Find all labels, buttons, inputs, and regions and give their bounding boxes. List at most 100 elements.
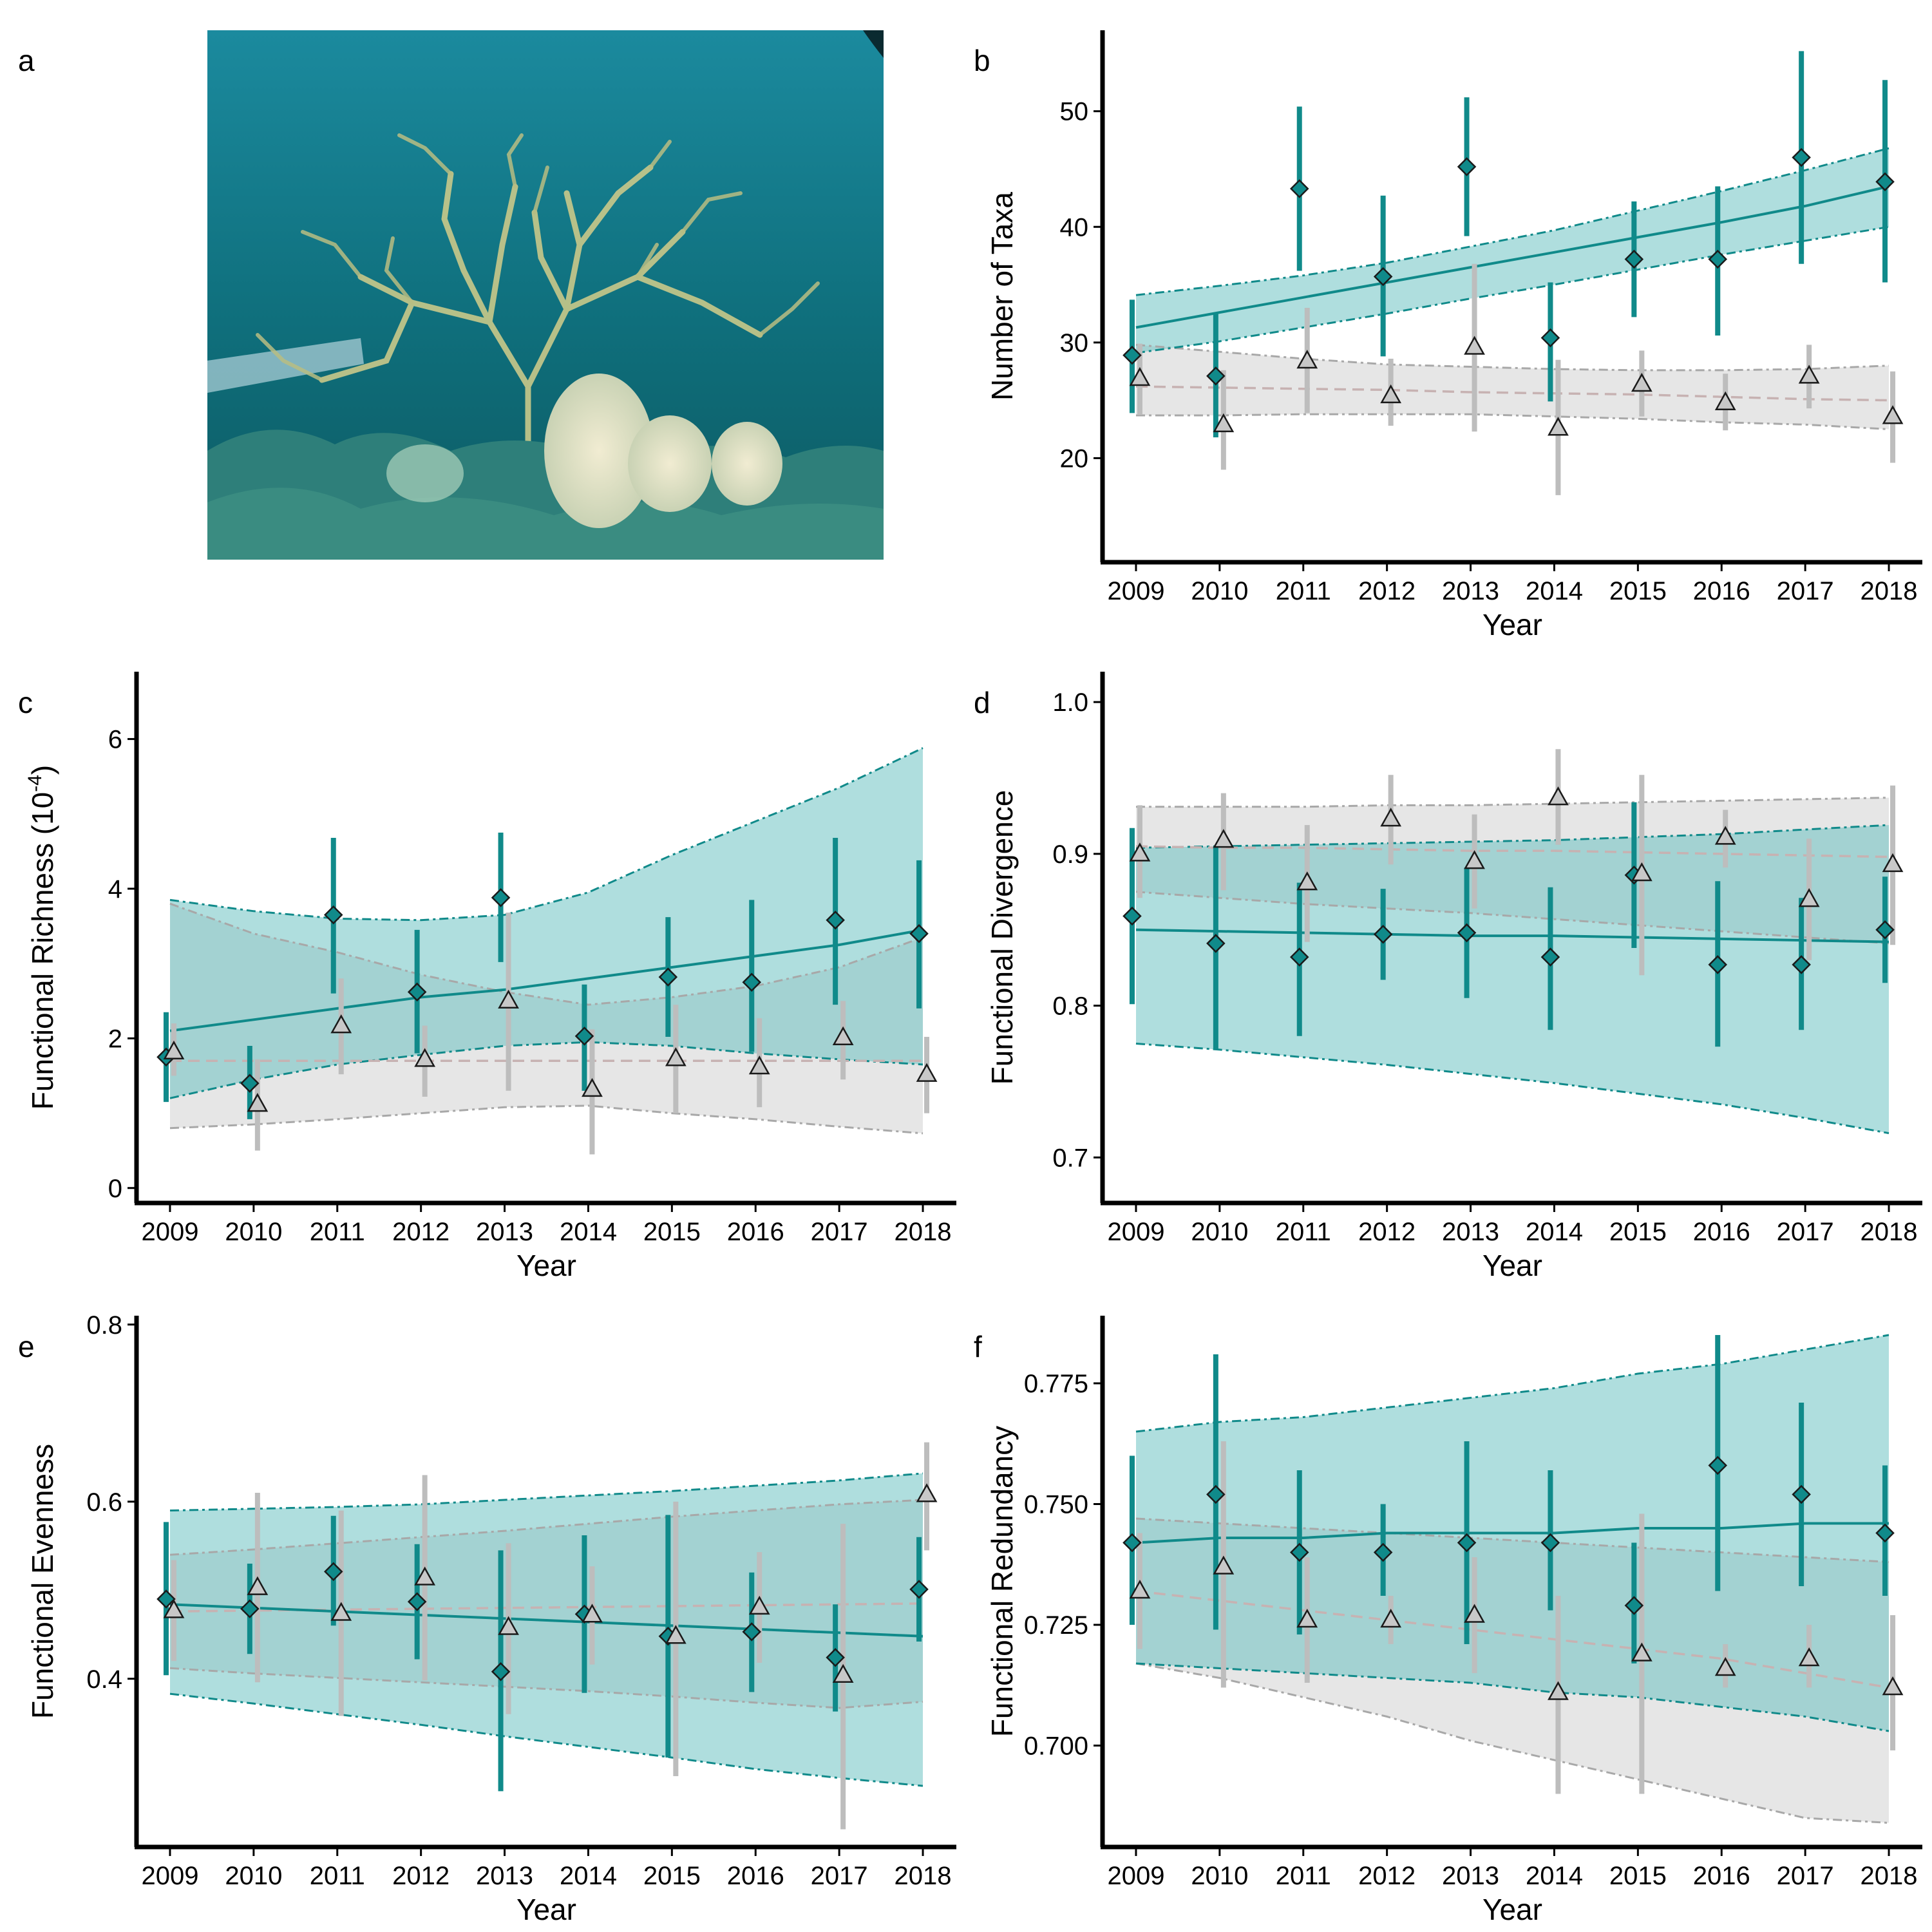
y-tick-label: 0.9 xyxy=(1052,840,1088,869)
data-point-triangle xyxy=(1213,1555,1235,1575)
data-point-diamond xyxy=(1457,157,1477,176)
data-point-diamond xyxy=(1206,934,1226,953)
data-point-diamond xyxy=(1373,925,1393,944)
confidence-bands xyxy=(169,1472,923,1787)
y-tick-label: 0.6 xyxy=(86,1488,122,1517)
data-point-diamond xyxy=(1373,267,1393,287)
panel-e: e 0.4 0.6 0.8 2009 2010 2011 2012 2013 2014 2015 20… xyxy=(18,1311,956,1926)
confidence-bands xyxy=(169,747,923,1135)
data-point-triangle xyxy=(748,1055,770,1075)
data-point-diamond xyxy=(1792,147,1811,167)
panel-letter-e: e xyxy=(18,1330,35,1363)
data-point-triangle xyxy=(916,1483,938,1502)
data-point-triangle xyxy=(1129,366,1151,386)
data-point-triangle xyxy=(1714,391,1736,410)
confidence-bands xyxy=(1135,1334,1889,1824)
x-tick-label: 2009 xyxy=(1107,577,1164,605)
x-axis-title: Year xyxy=(516,1893,576,1926)
data-point-diamond xyxy=(574,1027,594,1046)
y-axis-title-main: Number of Taxa xyxy=(985,192,1019,401)
ci-bound-band_high-series-2 xyxy=(169,902,923,1006)
data-point-diamond xyxy=(826,1647,845,1667)
trend-line-series-1 xyxy=(1135,928,1889,943)
x-tick-label: 2015 xyxy=(1609,577,1667,605)
panel-letter-a: a xyxy=(18,44,35,77)
ci-bound-band_low-series-1 xyxy=(1135,1043,1889,1135)
y-axis-title-main: Functional Divergence xyxy=(985,790,1019,1085)
y-axis-title-superscript: -4 xyxy=(24,775,46,792)
x-tick-label: 2012 xyxy=(1358,1218,1416,1246)
data-points xyxy=(1122,1455,1904,1700)
data-point-diamond xyxy=(323,1562,343,1582)
data-point-triangle xyxy=(1798,365,1820,384)
x-tick-label: 2016 xyxy=(727,1218,784,1246)
data-point-diamond xyxy=(1289,947,1309,967)
data-point-diamond xyxy=(1289,179,1309,198)
y-tick-label: 20 xyxy=(1060,444,1089,473)
x-tick-label: 2013 xyxy=(476,1218,533,1246)
data-point-triangle xyxy=(832,1026,854,1045)
x-tick-label: 2014 xyxy=(1526,1862,1583,1890)
data-point-diamond xyxy=(658,967,678,987)
data-point-diamond xyxy=(1875,172,1895,191)
data-point-triangle xyxy=(1213,413,1235,433)
data-point-triangle xyxy=(916,1063,938,1082)
x-tick-label: 2016 xyxy=(1693,1862,1750,1890)
y-tick-label: 0.8 xyxy=(86,1311,122,1340)
data-point-triangle xyxy=(665,1047,687,1066)
y-axis-title-main: Functional Richness (10 xyxy=(26,792,59,1110)
panel-letter-f: f xyxy=(974,1330,982,1363)
y-axis-title: Functional Divergence xyxy=(985,790,1019,1085)
data-point-diamond xyxy=(909,923,929,943)
x-tick-label: 2017 xyxy=(811,1862,868,1890)
data-point-diamond xyxy=(1457,1533,1477,1553)
data-points xyxy=(1122,786,1904,974)
trend-line-series-1 xyxy=(169,928,923,1032)
data-point-diamond xyxy=(1708,955,1728,974)
x-tick-label: 2018 xyxy=(895,1218,952,1246)
y-axis-title: Functional Redundancy xyxy=(985,1426,1019,1737)
data-point-triangle xyxy=(414,1048,436,1067)
trend-line-series-2 xyxy=(1135,1589,1889,1689)
data-point-triangle xyxy=(1631,862,1653,882)
x-tick-label: 2016 xyxy=(1693,1218,1750,1246)
x-tick-label: 2010 xyxy=(1191,1862,1248,1890)
y-tick-label: 30 xyxy=(1060,329,1089,357)
trend-line-series-1 xyxy=(1135,185,1889,329)
ci-band-series-1 xyxy=(1136,148,1889,353)
data-point-diamond xyxy=(1540,1533,1560,1553)
data-point-diamond xyxy=(742,1622,762,1642)
y-tick-label: 6 xyxy=(108,726,122,754)
data-point-diamond xyxy=(1540,328,1560,348)
x-tick-label: 2014 xyxy=(560,1862,617,1890)
data-point-triangle xyxy=(582,1604,603,1623)
data-point-triangle xyxy=(1714,826,1736,845)
panel-a: a xyxy=(18,30,884,560)
data-point-triangle xyxy=(582,1077,603,1097)
panel-f: f 0.700 0.725 0.750 0.775 2009 2010 2011 2012 201… xyxy=(974,1316,1922,1926)
trend-line-series-1 xyxy=(1135,1522,1889,1544)
y-axis-title-main: Functional Redundancy xyxy=(985,1426,1019,1737)
data-point-diamond xyxy=(1122,345,1142,365)
x-tick-label: 2010 xyxy=(1191,577,1248,605)
x-tick-label: 2013 xyxy=(1442,1862,1499,1890)
x-axis-title: Year xyxy=(516,1249,576,1282)
x-tick-label: 2011 xyxy=(1276,1862,1331,1890)
y-tick-label: 0 xyxy=(108,1175,122,1203)
data-point-triangle xyxy=(1213,829,1235,848)
data-point-triangle xyxy=(665,1625,687,1644)
data-point-diamond xyxy=(1792,1484,1811,1504)
y-axis-title-main: Functional Evenness xyxy=(26,1444,59,1719)
y-tick-label: 0.725 xyxy=(1024,1611,1088,1640)
data-point-triangle xyxy=(1798,1647,1820,1667)
data-point-triangle xyxy=(1129,842,1151,862)
data-point-diamond xyxy=(240,1074,260,1093)
x-tick-label: 2010 xyxy=(225,1218,282,1246)
x-tick-label: 2011 xyxy=(310,1862,365,1890)
y-tick-label: 0.7 xyxy=(1052,1144,1088,1172)
ci-bound-band_low-series-1 xyxy=(1135,225,1889,354)
panel-d: d 0.7 0.8 0.9 1.0 2009 2010 2011 2012 2013 2014 201… xyxy=(974,672,1922,1282)
y-axis-title: Functional Evenness xyxy=(26,1444,59,1719)
x-tick-label: 2009 xyxy=(141,1862,198,1890)
